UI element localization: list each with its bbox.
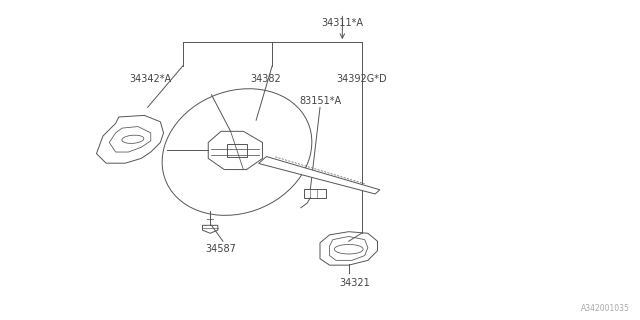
Text: 34321: 34321: [340, 278, 371, 288]
Text: 83151*A: 83151*A: [299, 96, 341, 106]
Text: 34342*A: 34342*A: [130, 74, 172, 84]
Text: 34382: 34382: [250, 74, 281, 84]
Text: 34392G*D: 34392G*D: [336, 74, 387, 84]
Text: 34587: 34587: [205, 244, 236, 254]
Text: 34311*A: 34311*A: [321, 18, 364, 28]
Text: A342001035: A342001035: [581, 304, 630, 313]
Polygon shape: [259, 156, 380, 194]
